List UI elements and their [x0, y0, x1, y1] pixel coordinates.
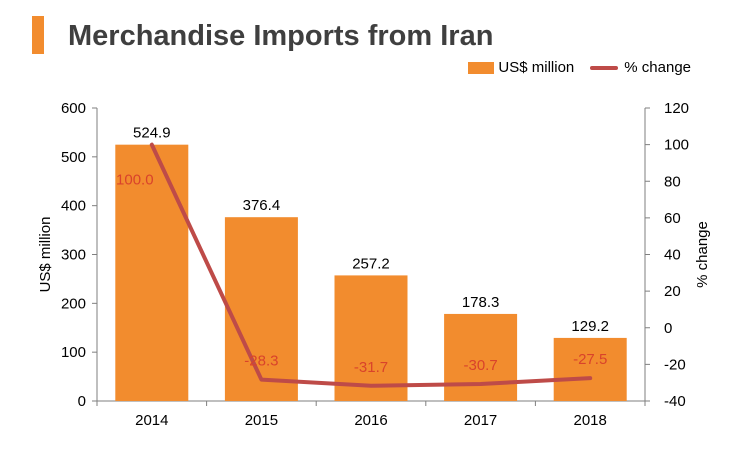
y-tick-label-left: 300	[61, 247, 86, 264]
y-tick-label-left: 600	[61, 100, 86, 117]
line-data-label: -27.5	[573, 351, 607, 368]
legend-label-line: % change	[624, 59, 691, 76]
bar-labels: 524.9 376.4 257.2 178.3 129.2	[133, 125, 609, 335]
y-tick-label-right: 100	[664, 137, 689, 154]
line-data-label: -31.7	[354, 359, 388, 376]
line-data-label: -30.7	[463, 357, 497, 374]
y-axis-label-left: US$ million	[37, 217, 54, 293]
bars	[115, 144, 627, 401]
y-tick-label-right: 40	[664, 247, 681, 264]
x-tick-label: 2014	[135, 412, 168, 429]
y-tick-label-right: 80	[664, 173, 681, 190]
line-data-label: 100.0	[116, 172, 154, 189]
y-tick-label-left: 0	[78, 393, 86, 410]
x-tick-label: 2018	[574, 412, 607, 429]
bar-data-label: 178.3	[462, 294, 500, 311]
y-tick-label-right: 20	[664, 283, 681, 300]
y-tick-label-right: 0	[664, 320, 672, 337]
bar	[444, 313, 518, 401]
y-tick-label-left: 400	[61, 198, 86, 215]
legend-swatch-bars	[468, 61, 495, 74]
y-tick-label-left: 100	[61, 344, 86, 361]
y-tick-label-right: 60	[664, 210, 681, 227]
y-tick-label-left: 200	[61, 295, 86, 312]
chart-title: Merchandise Imports from Iran	[68, 20, 494, 52]
line-series	[149, 142, 593, 388]
legend-label-bars: US$ million	[498, 59, 575, 76]
y-axis-label-right: % change	[694, 221, 711, 288]
bar-data-label: 257.2	[352, 255, 390, 272]
bar	[334, 275, 408, 401]
title-accent-bar	[32, 16, 44, 54]
x-tick-label: 2015	[245, 412, 278, 429]
y-tick-label-right: 120	[664, 100, 689, 117]
y-tick-label-right: -20	[664, 356, 686, 373]
bar-data-label: 129.2	[571, 318, 609, 335]
bar	[115, 144, 189, 401]
legend: US$ million % change	[452, 59, 691, 76]
bar-data-label: 524.9	[133, 125, 171, 142]
bar	[553, 337, 627, 401]
bar	[224, 217, 298, 401]
y-tick-label-left: 500	[61, 149, 86, 166]
legend-item-bars: US$ million	[468, 59, 574, 76]
bar-data-label: 376.4	[243, 197, 281, 214]
x-tick-label: 2016	[354, 412, 387, 429]
line-labels: 100.0 -28.3 -31.7 -30.7 -27.5	[116, 172, 607, 376]
legend-item-line: % change	[590, 59, 691, 76]
legend-swatch-line	[590, 65, 619, 70]
y-tick-label-right: -40	[664, 393, 686, 410]
x-tick-label: 2017	[464, 412, 497, 429]
line-data-label: -28.3	[244, 353, 278, 370]
